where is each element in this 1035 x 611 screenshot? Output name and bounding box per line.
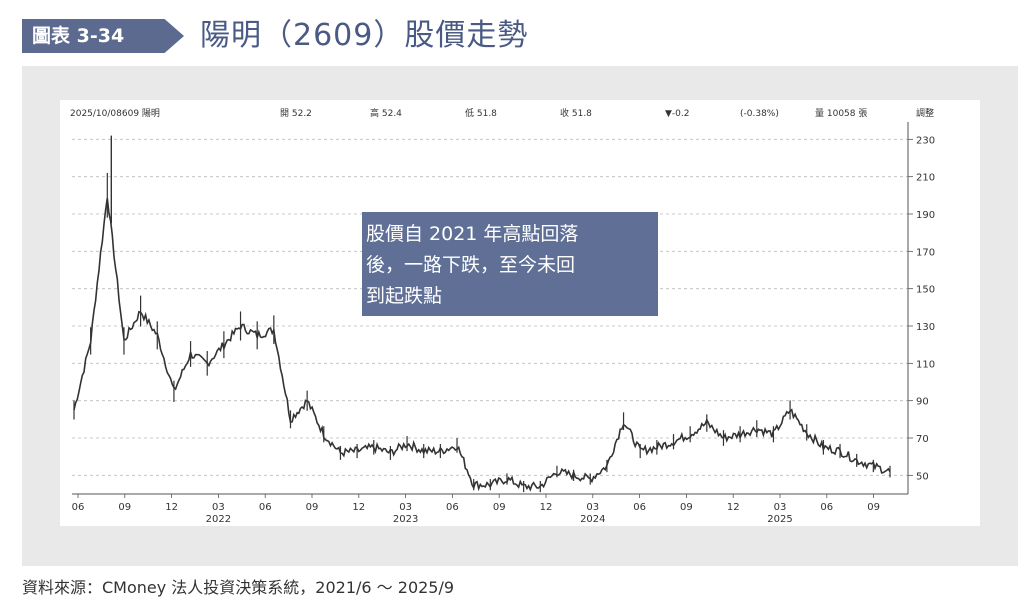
info-change: ▼-0.2	[665, 109, 689, 119]
x-tick-label: 09	[118, 502, 131, 513]
x-tick-label: 09	[493, 502, 506, 513]
y-tick-label: 110	[916, 359, 935, 370]
y-tick-label: 190	[916, 210, 935, 221]
x-tick-label: 09	[306, 502, 319, 513]
axes: 230 210 190 170 150 130 110 90 70 50 06 09 12 03 06 09 1…	[72, 122, 935, 525]
source-note: 資料來源：CMoney 法人投資決策系統，2021/6 ～ 2025/9	[22, 578, 455, 597]
price-line	[73, 197, 891, 492]
x-tick-label: 06	[820, 502, 833, 513]
chart-panel: 2025/10/08609 陽明 開 52.2 高 52.4 低 51.8 收 …	[22, 66, 1018, 566]
chart-box: 2025/10/08609 陽明 開 52.2 高 52.4 低 51.8 收 …	[60, 100, 980, 526]
y-tick-label: 90	[916, 397, 929, 408]
info-open: 開 52.2	[280, 108, 312, 119]
x-tick-label: 06	[633, 502, 646, 513]
info-volume: 量 10058 張	[815, 108, 867, 119]
x-tick-label: 12	[540, 502, 553, 513]
x-year-label: 2023	[393, 514, 418, 525]
x-tick-label: 03	[212, 502, 225, 513]
x-tick-label: 03	[774, 502, 787, 513]
info-adjust: 調整	[916, 107, 934, 119]
price-series	[73, 135, 891, 493]
x-tick-label: 06	[72, 502, 85, 513]
y-tick-label: 70	[916, 434, 929, 445]
x-year-label: 2025	[767, 514, 792, 525]
y-tick-label: 210	[916, 173, 935, 184]
x-tick-label: 03	[586, 502, 599, 513]
x-tick-label: 09	[680, 502, 693, 513]
chart-info-bar: 2025/10/08609 陽明 開 52.2 高 52.4 低 51.8 收 …	[70, 107, 934, 119]
figure-header: 圖表 3-34 陽明（2609）股價走勢	[22, 13, 1022, 59]
page-title: 陽明（2609）股價走勢	[200, 18, 529, 53]
info-change-pct: (-0.38%)	[740, 109, 779, 119]
y-tick-label: 130	[916, 322, 935, 333]
y-tick-label: 50	[916, 471, 929, 482]
annotation-background	[362, 212, 658, 316]
x-tick-label: 06	[259, 502, 272, 513]
x-year-label: 2022	[206, 514, 231, 525]
info-date-code: 2025/10/08609 陽明	[70, 108, 160, 119]
info-close: 收 51.8	[560, 107, 592, 119]
x-tick-label: 12	[352, 502, 365, 513]
annotation-line-3: 到起跌點	[366, 285, 442, 307]
x-year-label: 2024	[580, 514, 605, 525]
x-tick-label: 09	[867, 502, 880, 513]
annotation-line-2: 後，一路下跌，至今未回	[366, 254, 575, 276]
info-low: 低 51.8	[465, 107, 497, 119]
x-tick-label: 06	[446, 502, 459, 513]
y-tick-label: 170	[916, 247, 935, 258]
info-high: 高 52.4	[370, 107, 402, 119]
x-tick-label: 12	[165, 502, 178, 513]
annotation-line-1: 股價自 2021 年高點回落	[366, 223, 578, 245]
grid	[72, 138, 908, 476]
annotation-box: 股價自 2021 年高點回落 後，一路下跌，至今未回 到起跌點	[362, 212, 658, 316]
stock-price-chart: 2025/10/08609 陽明 開 52.2 高 52.4 低 51.8 收 …	[70, 107, 935, 525]
x-tick-label: 03	[399, 502, 412, 513]
figure-label: 圖表 3-34	[22, 19, 184, 53]
x-tick-label: 12	[727, 502, 740, 513]
y-tick-label: 230	[916, 135, 935, 146]
y-tick-label: 150	[916, 285, 935, 296]
